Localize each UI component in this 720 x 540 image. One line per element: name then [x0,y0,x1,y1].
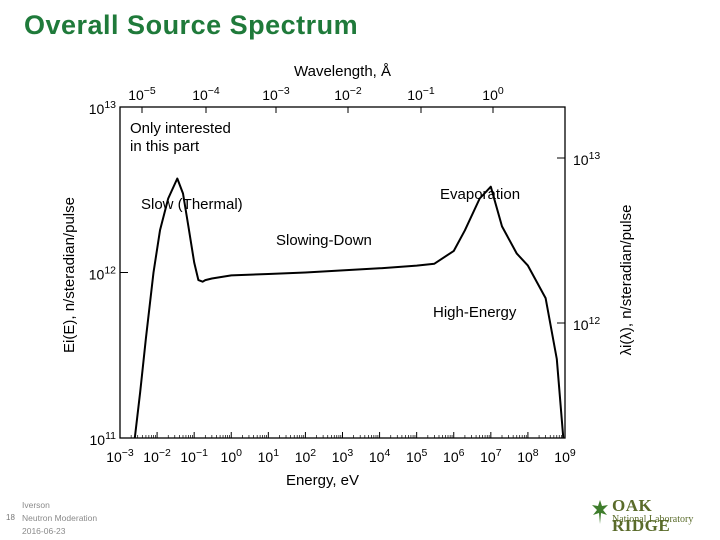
x-tick-label: 104 [369,447,391,465]
annotation-high-energy: High-Energy [433,304,517,321]
y-tick-label: 1012 [89,265,116,283]
oak-ridge-logo: OAK RIDGE National Laboratory [590,496,710,535]
top-tick-label: 10−5 [128,85,156,103]
x-tick-label: 10−2 [143,447,171,465]
x-tick-label: 10−1 [180,447,208,465]
top-tick-label: 100 [482,85,504,103]
footer-author: Iverson [22,500,50,510]
x-axis-title: Energy, eV [286,472,359,489]
top-tick-label: 10−3 [262,85,290,103]
x-tick-label: 100 [221,447,243,465]
x-tick-label: 107 [480,447,502,465]
footer-date: 2016-06-23 [22,526,66,536]
top-tick-label: 10−1 [407,85,435,103]
right-tick-label: 1013 [573,150,600,168]
x-tick-label: 105 [406,447,428,465]
x-tick-label: 108 [517,447,539,465]
y-tick-label: 1011 [90,430,117,448]
slide-title: Overall Source Spectrum [24,10,359,40]
annotation-slow: Slow (Thermal) [141,196,243,213]
spectrum-line [133,177,565,439]
x-tick-label: 109 [554,447,576,465]
annotation-slowing-down: Slowing-Down [276,232,372,249]
y-tick-label: 1013 [89,99,116,117]
annotation-evaporation: Evaporation [440,186,520,203]
x-tick-label: 103 [332,447,354,465]
logo-name: OAK RIDGE [612,496,671,535]
top-tick-label: 10−2 [334,85,362,103]
x-tick-label: 102 [295,447,317,465]
x-tick-label: 10−3 [106,447,134,465]
x-tick-label: 101 [258,447,280,465]
logo-subtitle: National Laboratory [612,514,694,525]
footer-topic: Neutron Moderation [22,513,98,523]
annotation-interest: Only interested in this part [130,120,231,155]
top-tick-label: 10−4 [192,85,220,103]
right-axis-title: λi(λ), n/steradian/pulse [618,205,635,356]
y-axis-title: Ei(E), n/steradian/pulse [61,197,78,353]
x-tick-label: 106 [443,447,465,465]
annotation-box [127,118,252,158]
leaf-icon [592,500,608,524]
page-number: 18 [6,513,15,522]
top-axis-title: Wavelength, Å [294,63,391,80]
right-tick-label: 1012 [573,315,600,333]
footer-meta: Iverson Neutron Moderation 2016-06-23 [22,499,97,538]
